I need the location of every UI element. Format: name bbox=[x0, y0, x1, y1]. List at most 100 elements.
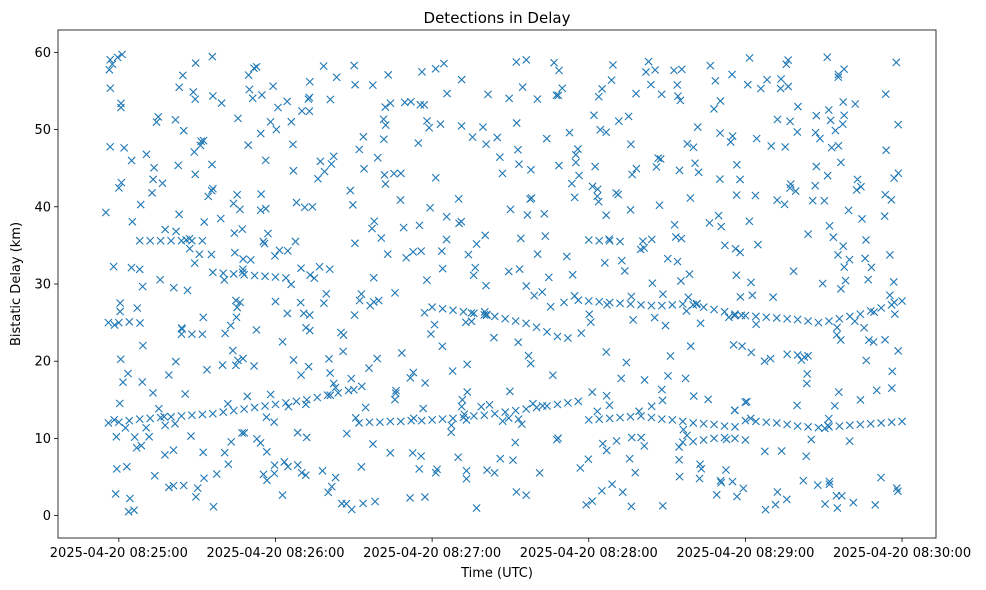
data-point bbox=[191, 59, 200, 68]
data-point bbox=[898, 296, 907, 305]
data-point bbox=[389, 169, 398, 178]
data-point bbox=[533, 250, 542, 259]
data-point bbox=[728, 477, 737, 486]
data-point bbox=[305, 77, 314, 86]
data-point bbox=[208, 91, 217, 100]
data-point bbox=[647, 402, 656, 411]
data-point bbox=[269, 82, 278, 91]
data-point bbox=[239, 354, 248, 363]
data-point bbox=[814, 318, 823, 327]
data-point bbox=[638, 237, 647, 246]
data-point bbox=[888, 367, 897, 376]
data-point bbox=[636, 300, 645, 309]
data-point bbox=[608, 480, 617, 489]
data-points bbox=[101, 50, 907, 516]
data-point bbox=[793, 315, 802, 324]
data-point bbox=[836, 336, 845, 344]
data-point bbox=[199, 136, 208, 145]
data-point bbox=[414, 139, 423, 148]
data-point bbox=[148, 188, 157, 197]
data-point bbox=[301, 323, 310, 332]
y-tick-label: 0 bbox=[43, 509, 51, 524]
data-point bbox=[887, 384, 896, 393]
data-point bbox=[689, 437, 698, 446]
data-point bbox=[588, 497, 597, 506]
data-point bbox=[431, 173, 440, 182]
data-point bbox=[752, 320, 761, 329]
data-point bbox=[208, 52, 217, 61]
data-point bbox=[522, 319, 531, 328]
data-point bbox=[666, 351, 675, 360]
data-point bbox=[513, 145, 522, 154]
data-point bbox=[827, 143, 836, 152]
data-point bbox=[152, 118, 161, 127]
data-point bbox=[760, 447, 769, 456]
data-point bbox=[297, 468, 306, 477]
data-point bbox=[482, 140, 491, 149]
data-point bbox=[554, 161, 563, 170]
data-point bbox=[803, 369, 812, 378]
data-point bbox=[447, 428, 456, 437]
data-point bbox=[127, 156, 136, 165]
data-point bbox=[804, 422, 813, 431]
data-point bbox=[584, 455, 593, 464]
data-point bbox=[512, 119, 521, 128]
data-point bbox=[449, 306, 457, 315]
data-point bbox=[436, 120, 445, 129]
data-point bbox=[841, 276, 850, 285]
data-point bbox=[682, 431, 691, 440]
data-point bbox=[747, 278, 756, 287]
data-point bbox=[741, 398, 750, 407]
data-point bbox=[538, 288, 547, 296]
data-point bbox=[229, 406, 238, 415]
data-point bbox=[327, 160, 336, 169]
data-point bbox=[867, 263, 876, 272]
data-point bbox=[111, 489, 120, 498]
data-point bbox=[833, 250, 842, 259]
data-point bbox=[208, 268, 217, 277]
data-point bbox=[373, 354, 382, 363]
data-point bbox=[640, 441, 649, 450]
data-point bbox=[177, 412, 186, 421]
data-point bbox=[220, 275, 229, 284]
data-point bbox=[447, 421, 456, 430]
data-point bbox=[149, 175, 158, 184]
data-point bbox=[862, 356, 871, 365]
data-point bbox=[200, 217, 209, 226]
data-point bbox=[428, 303, 437, 312]
data-point bbox=[130, 433, 139, 442]
data-point bbox=[772, 418, 781, 427]
data-point bbox=[552, 435, 561, 444]
data-point bbox=[171, 357, 180, 366]
data-point bbox=[824, 106, 833, 114]
data-point bbox=[853, 175, 862, 184]
data-point bbox=[840, 263, 849, 272]
data-point bbox=[384, 70, 393, 79]
data-point bbox=[889, 278, 898, 287]
data-point bbox=[462, 474, 471, 483]
data-point bbox=[600, 258, 609, 267]
data-point bbox=[586, 318, 595, 327]
data-point bbox=[174, 161, 183, 170]
data-point bbox=[273, 103, 282, 112]
data-point bbox=[603, 300, 612, 309]
data-point bbox=[647, 413, 656, 422]
data-point bbox=[616, 413, 625, 422]
data-point bbox=[532, 323, 541, 332]
data-point bbox=[114, 318, 123, 327]
data-point bbox=[186, 432, 195, 441]
data-point bbox=[825, 480, 834, 489]
data-point bbox=[695, 474, 704, 483]
data-point bbox=[380, 170, 389, 179]
data-point bbox=[544, 273, 553, 282]
data-point bbox=[829, 233, 838, 242]
data-point bbox=[208, 184, 217, 193]
data-point bbox=[724, 313, 733, 322]
data-point bbox=[397, 348, 406, 357]
data-point bbox=[417, 247, 426, 256]
data-point bbox=[571, 150, 580, 159]
data-point bbox=[296, 298, 305, 307]
data-point bbox=[612, 436, 621, 445]
data-point bbox=[607, 76, 616, 85]
data-point bbox=[741, 416, 750, 425]
